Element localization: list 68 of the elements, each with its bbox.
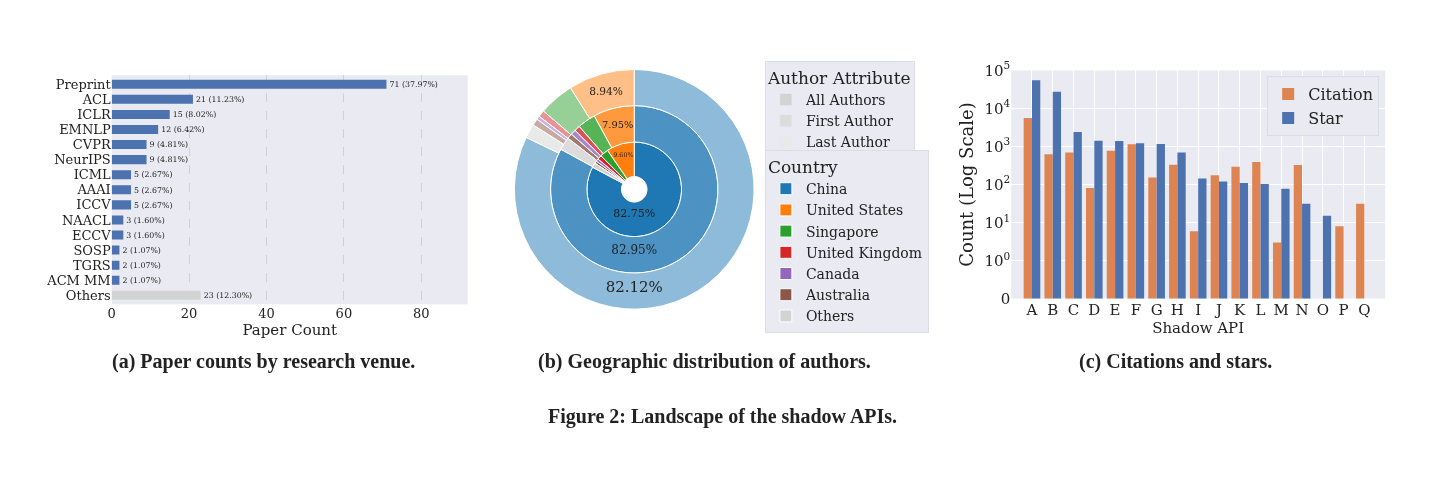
y-axis-title: Count (Log Scale) [955, 102, 977, 267]
x-tick-label: L [1255, 300, 1266, 319]
y-tick-label: TGRS [72, 257, 111, 273]
legend-label: China [805, 181, 848, 198]
legend-label: Citation [1308, 85, 1373, 105]
y-tick-label: 10$^{1}$ [984, 211, 1011, 232]
x-tick-label: E [1109, 300, 1121, 319]
x-tick-label: B [1047, 300, 1059, 319]
text: Author Attribute [767, 67, 911, 88]
x-tick-label: N [1295, 300, 1309, 319]
legend-label: Last Author [805, 134, 890, 151]
legend-label: Star [1308, 109, 1344, 129]
y-tick-label: ICCV [76, 197, 112, 213]
x-tick-label: M [1273, 300, 1289, 319]
text: (c) Citations and stars. [1079, 350, 1273, 373]
y-tick-label: SOSP [73, 242, 111, 258]
x-axis-title: Paper Count [242, 321, 338, 340]
data-label: 82.75% [613, 206, 656, 220]
y-tick-label: NeurIPS [54, 152, 111, 168]
caption: Figure 2: Landscape of the shadow APIs. [548, 405, 898, 428]
legend-label: Singapore [805, 223, 879, 240]
y-tick-label: Preprint [55, 76, 112, 92]
text: (b) Geographic distribution of authors. [538, 350, 871, 373]
y-tick-label: ECCV [71, 227, 112, 243]
x-tick-label: I [1195, 300, 1202, 319]
x-tick-label: D [1088, 300, 1101, 319]
legend-label: Canada [805, 265, 860, 282]
y-tick-label: AAAI [76, 182, 111, 198]
x-tick-label: O [1316, 300, 1329, 319]
x-tick-label: K [1234, 300, 1247, 319]
x-tick-label: G [1150, 300, 1163, 319]
x-tick-label: Q [1358, 300, 1371, 319]
y-tick-label: 10$^{5}$ [984, 59, 1011, 80]
data-label: 82.95% [611, 242, 658, 257]
y-tick-label: ICML [73, 167, 112, 183]
y-tick-label: 10$^{4}$ [984, 97, 1011, 118]
y-tick-label: NAACL [61, 212, 112, 228]
y-tick-label: EMNLP [59, 122, 111, 138]
legend-label: First Author [805, 113, 894, 130]
y-tick-label: 10$^{2}$ [984, 173, 1011, 194]
data-label: 7.95% [602, 118, 634, 130]
x-tick-label: H [1170, 300, 1184, 319]
text: Country [767, 157, 838, 178]
legend-label: United Kingdom [805, 244, 923, 261]
x-tick-label: 20 [180, 306, 198, 322]
y-tick-label: 10$^{3}$ [984, 135, 1011, 156]
y-tick-label: ICLR [77, 106, 112, 122]
x-tick-label: C [1067, 300, 1080, 319]
legend-label: Others [805, 308, 855, 325]
legend-label: All Authors [804, 92, 886, 109]
x-axis-title: Shadow API [1152, 318, 1245, 337]
x-tick-label: 80 [413, 306, 430, 322]
legend-label: Australia [804, 287, 871, 304]
data-label: 8.94% [589, 85, 623, 99]
y-tick-label: Others [65, 287, 111, 303]
y-tick-label: CVPR [72, 137, 112, 153]
y-tick-label: ACM MM [46, 272, 111, 288]
x-tick-label: 40 [258, 306, 275, 322]
text: (a) Paper counts by research venue. [112, 350, 416, 373]
x-tick-label: J [1213, 300, 1222, 319]
y-tick-label: 10$^{0}$ [984, 249, 1011, 270]
legend-label: United States [805, 202, 904, 219]
data-label: 82.12% [605, 278, 663, 297]
x-tick-label: A [1025, 300, 1038, 319]
x-tick-label: P [1338, 300, 1349, 319]
x-tick-label: 60 [335, 306, 353, 322]
x-tick-label: F [1130, 300, 1142, 319]
y-tick-label: ACL [81, 91, 112, 107]
